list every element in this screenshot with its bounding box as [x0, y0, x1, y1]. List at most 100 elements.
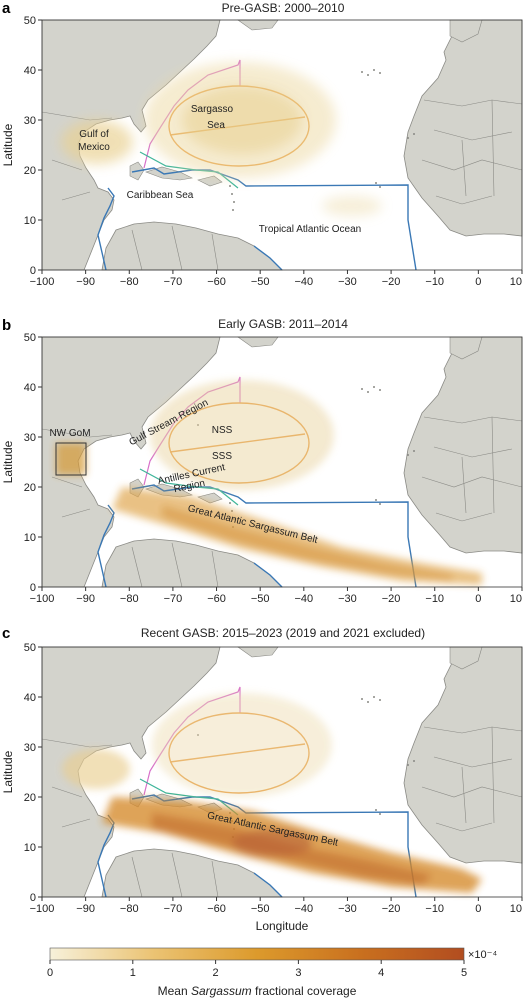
y-tick-label: 50	[24, 642, 36, 654]
colorbar-tick-label: 5	[461, 967, 467, 979]
x-tick-label: −70	[164, 276, 183, 288]
x-tick-label: −100	[30, 593, 55, 605]
colorbar-gradient	[49, 947, 465, 961]
map-b: NW GoM Gulf Stream Region NSS SSS Antill…	[41, 336, 523, 588]
y-tick-label: 10	[24, 215, 36, 227]
colorbar-tick-label: 2	[213, 967, 219, 979]
x-tick-label: 0	[475, 903, 481, 915]
y-tick-label: 20	[24, 165, 36, 177]
y-tick-label: 0	[30, 892, 36, 904]
yticks-b: 0 10 20 30 40 50	[24, 332, 42, 594]
y-tick-label: 50	[24, 332, 36, 344]
x-tick-label: −70	[164, 903, 183, 915]
label-sargasso-a: Sargasso	[191, 104, 234, 115]
y-tick-label: 0	[30, 265, 36, 277]
x-tick-label: 0	[475, 276, 481, 288]
x-tick-label: −20	[382, 903, 401, 915]
x-tick-label: −70	[164, 593, 183, 605]
x-tick-label: −20	[382, 276, 401, 288]
y-tick-label: 20	[24, 792, 36, 804]
panel-title-b: Early GASB: 2011–2014	[218, 317, 348, 331]
x-tick-label: −80	[120, 276, 139, 288]
label-tropical-a: Tropical Atlantic Ocean	[259, 224, 361, 235]
nw-gom-box	[55, 442, 87, 476]
x-tick-label: −20	[382, 593, 401, 605]
y-tick-label: 30	[24, 742, 36, 754]
colorbar-tick-label: 1	[130, 967, 136, 979]
x-tick-label: −10	[425, 593, 444, 605]
colorbar-ticks: 0 1 2 3 4 5	[47, 960, 467, 979]
label-sea-a: Sea	[207, 120, 225, 131]
density-c	[62, 693, 482, 893]
panel-label-a: a	[2, 0, 11, 17]
label-nss-b: NSS	[212, 425, 233, 436]
x-tick-label: −40	[294, 903, 313, 915]
y-tick-label: 40	[24, 692, 36, 704]
colorbar: 0 1 2 3 4 5 ×10⁻⁴ Mean Sargassum fractional c…	[47, 947, 497, 998]
panel-b: b Early GASB: 2011–2014 NW GoM Gulf Stre…	[1, 317, 523, 605]
density-a	[61, 62, 382, 216]
panel-a: a Pre-GASB: 2000–2010 Sargasso Sea Gulf …	[1, 0, 523, 288]
xlabel-c: Longitude	[256, 919, 309, 933]
y-tick-label: 30	[24, 115, 36, 127]
label-nwgom-b: NW GoM	[49, 428, 90, 439]
x-tick-label: 0	[475, 593, 481, 605]
colorbar-multiplier: ×10⁻⁴	[468, 949, 497, 961]
x-tick-label: 10	[510, 593, 522, 605]
yticks-c: 0 10 20 30 40 50	[24, 642, 42, 904]
x-tick-label: −90	[76, 593, 95, 605]
panel-title-c: Recent GASB: 2015–2023 (2019 and 2021 ex…	[141, 626, 425, 640]
x-tick-label: −30	[338, 593, 357, 605]
panel-label-c: c	[2, 625, 10, 642]
ylabel-c: Latitude	[1, 750, 15, 793]
colorbar-tick-label: 3	[295, 967, 301, 979]
x-tick-label: −100	[30, 903, 55, 915]
colorbar-tick-label: 0	[47, 967, 53, 979]
x-tick-label: −90	[76, 903, 95, 915]
y-tick-label: 0	[30, 582, 36, 594]
panel-label-b: b	[2, 317, 11, 334]
colorbar-label: Mean Sargassum fractional coverage	[158, 984, 357, 998]
label-gulf-a: Gulf of	[79, 129, 109, 140]
y-tick-label: 50	[24, 15, 36, 27]
x-tick-label: −90	[76, 276, 95, 288]
y-tick-label: 40	[24, 382, 36, 394]
x-tick-label: −40	[294, 593, 313, 605]
x-tick-label: −40	[294, 276, 313, 288]
label-mexico-a: Mexico	[78, 142, 110, 153]
y-tick-label: 10	[24, 842, 36, 854]
y-tick-label: 40	[24, 65, 36, 77]
label-caribbean-a: Caribbean Sea	[127, 190, 194, 201]
panel-title-a: Pre-GASB: 2000–2010	[222, 1, 345, 15]
panel-c: c Recent GASB: 2015–2023 (2019 and 2021 …	[1, 625, 523, 933]
yticks-a: 0 10 20 30 40 50	[24, 15, 42, 277]
x-tick-label: −100	[30, 276, 55, 288]
label-sss-b: SSS	[212, 451, 232, 462]
y-tick-label: 20	[24, 482, 36, 494]
map-c: Great Atlantic Sargassum Belt	[41, 646, 523, 898]
y-tick-label: 30	[24, 432, 36, 444]
ylabel-b: Latitude	[1, 440, 15, 483]
x-tick-label: 10	[510, 276, 522, 288]
x-tick-label: −30	[338, 903, 357, 915]
x-tick-label: −10	[425, 903, 444, 915]
map-a: Sargasso Sea Gulf of Mexico Caribbean Se…	[41, 19, 523, 271]
x-tick-label: −10	[425, 276, 444, 288]
colorbar-tick-label: 4	[378, 967, 384, 979]
x-tick-label: −50	[251, 593, 270, 605]
xticks-a: −100 −90 −80 −70 −60 −50 −40 −30 −20 −10 0 10	[30, 270, 523, 288]
x-tick-label: −50	[251, 903, 270, 915]
x-tick-label: −60	[207, 593, 226, 605]
xticks-b: −100 −90 −80 −70 −60 −50 −40 −30 −20 −10 0 10	[30, 587, 523, 605]
density-b	[56, 380, 482, 585]
x-tick-label: −80	[120, 593, 139, 605]
ylabel-a: Latitude	[1, 123, 15, 166]
x-tick-label: −60	[207, 276, 226, 288]
xticks-c: −100 −90 −80 −70 −60 −50 −40 −30 −20 −10 0 10	[30, 897, 523, 915]
x-tick-label: −30	[338, 276, 357, 288]
x-tick-label: −60	[207, 903, 226, 915]
x-tick-label: 10	[510, 903, 522, 915]
y-tick-label: 10	[24, 532, 36, 544]
x-tick-label: −50	[251, 276, 270, 288]
